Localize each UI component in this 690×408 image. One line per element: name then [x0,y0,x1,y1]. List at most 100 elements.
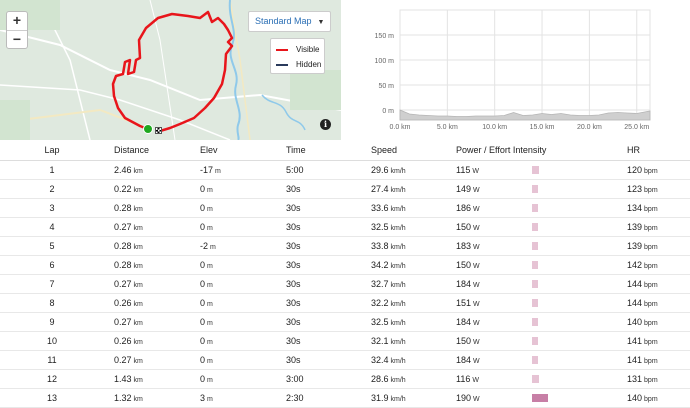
table-row[interactable]: 10 0.26 km 0 m 30s 32.1 km/h 150 W 141 bpm [0,331,690,351]
cell-speed-unit: km/h [390,186,406,194]
header-time[interactable]: Time [276,140,361,161]
cell-power-unit: W [473,186,480,194]
legend-visible-label: Visible [296,45,320,54]
cell-speed-unit: km/h [390,262,406,270]
table-row[interactable]: 9 0.27 km 0 m 30s 32.5 km/h 184 W 140 bpm [0,312,690,332]
finish-flag-icon[interactable] [155,127,162,134]
header-speed[interactable]: Speed [361,140,446,161]
cell-speed-value: 29.6 [371,164,389,175]
route-map[interactable]: + − Standard Map ▼ Visible Hidden i [0,0,341,140]
cell-lap: 7 [0,274,104,294]
cell-lap-value: 12 [46,373,57,384]
header-hr[interactable]: HR [617,140,690,161]
cell-hr: 139 bpm [617,236,690,256]
cell-speed-value: 32.1 [371,335,389,346]
info-icon[interactable]: i [320,119,331,130]
zoom-out-button[interactable]: − [7,30,27,48]
cell-elev-unit: m [215,167,221,175]
cell-time: 30s [276,274,361,294]
elevation-chart[interactable]: 150 m 100 m 50 m 0 m 0.0 km 5.0 km 10.0 km 15.… [355,0,690,140]
cell-hr-value: 140 [627,392,643,403]
legend-swatch-visible [276,48,288,51]
cell-lap-value: 3 [49,202,55,213]
cell-hr: 141 bpm [617,350,690,370]
header-elev[interactable]: Elev [190,140,276,161]
cell-power-value: 150 [456,259,472,270]
table-row[interactable]: 11 0.27 km 0 m 30s 32.4 km/h 184 W 141 bpm [0,350,690,370]
cell-distance-unit: km [133,224,143,232]
cell-hr-unit: bpm [644,205,658,213]
cell-power-value: 184 [456,278,472,289]
cell-speed-unit: km/h [390,357,406,365]
cell-speed-unit: km/h [390,167,406,175]
table-row[interactable]: 12 1.43 km 0 m 3:00 28.6 km/h 116 W 131 bpm [0,369,690,389]
cell-intensity [532,388,617,408]
cell-hr-value: 144 [627,297,643,308]
cell-elev-unit: m [207,281,213,289]
zoom-in-button[interactable]: + [12,12,22,28]
cell-lap: 3 [0,198,104,218]
cell-elev-unit: m [207,186,213,194]
cell-elev-unit: m [207,376,213,384]
legend-visible[interactable]: Visible [271,42,324,57]
intensity-bar [532,337,538,346]
header-lap[interactable]: Lap [0,140,104,161]
cell-hr: 131 bpm [617,369,690,389]
table-row[interactable]: 1 2.46 km -17 m 5:00 29.6 km/h 115 W 120 bpm [0,160,690,180]
laps-header-row: Lap Distance Elev Time Speed Power / Eff… [0,140,690,161]
cell-power-value: 150 [456,221,472,232]
table-row[interactable]: 8 0.26 km 0 m 30s 32.2 km/h 151 W 144 bpm [0,293,690,313]
cell-speed-unit: km/h [390,376,406,384]
cell-power: 151 W [446,293,532,313]
table-row[interactable]: 4 0.27 km 0 m 30s 32.5 km/h 150 W 139 bpm [0,217,690,237]
cell-distance-unit: km [133,205,143,213]
cell-time-value: 30s [286,335,301,346]
cell-elev-value: -17 [200,164,214,175]
header-distance[interactable]: Distance [104,140,190,161]
cell-time: 30s [276,331,361,351]
zoom-controls: + − [6,11,28,49]
cell-distance-value: 0.28 [114,202,132,213]
cell-lap-value: 8 [49,297,55,308]
cell-distance: 1.43 km [104,369,190,389]
cell-distance-unit: km [133,376,143,384]
cell-speed: 28.6 km/h [361,369,446,389]
route-line[interactable] [0,0,341,140]
cell-time: 30s [276,255,361,275]
elevation-grid [399,9,651,121]
cell-distance-value: 0.26 [114,335,132,346]
legend-hidden[interactable]: Hidden [271,57,324,72]
map-type-select[interactable]: Standard Map ▼ [248,11,332,32]
cell-elev-value: 0 [200,221,206,232]
table-row[interactable]: 6 0.28 km 0 m 30s 34.2 km/h 150 W 142 bpm [0,255,690,275]
cell-speed: 32.7 km/h [361,274,446,294]
elevation-area[interactable] [399,109,651,121]
table-row[interactable]: 5 0.28 km -2 m 30s 33.8 km/h 183 W 139 bpm [0,236,690,256]
cell-elev-value: 0 [200,335,206,346]
cell-lap: 6 [0,255,104,275]
table-row[interactable]: 2 0.22 km 0 m 30s 27.4 km/h 149 W 123 bpm [0,179,690,199]
cell-hr-value: 139 [627,240,643,251]
cell-power-unit: W [473,319,480,327]
start-marker[interactable] [143,124,153,134]
cell-distance-value: 0.28 [114,240,132,251]
cell-elev: -17 m [190,160,276,180]
intensity-bar [532,299,538,308]
table-row[interactable]: 13 1.32 km 3 m 2:30 31.9 km/h 190 W 140 bpm [0,388,690,408]
cell-hr-value: 141 [627,335,643,346]
cell-distance: 0.27 km [104,312,190,332]
table-row[interactable]: 3 0.28 km 0 m 30s 33.6 km/h 186 W 134 bpm [0,198,690,218]
cell-time: 30s [276,312,361,332]
cell-speed-value: 34.2 [371,259,389,270]
cell-power-value: 184 [456,316,472,327]
cell-power: 184 W [446,274,532,294]
cell-elev-unit: m [207,319,213,327]
cell-power-unit: W [473,281,480,289]
table-row[interactable]: 7 0.27 km 0 m 30s 32.7 km/h 184 W 144 bpm [0,274,690,294]
cell-time-value: 30s [286,354,301,365]
cell-power: 150 W [446,255,532,275]
header-power[interactable]: Power / Effort Intensity [446,140,617,161]
